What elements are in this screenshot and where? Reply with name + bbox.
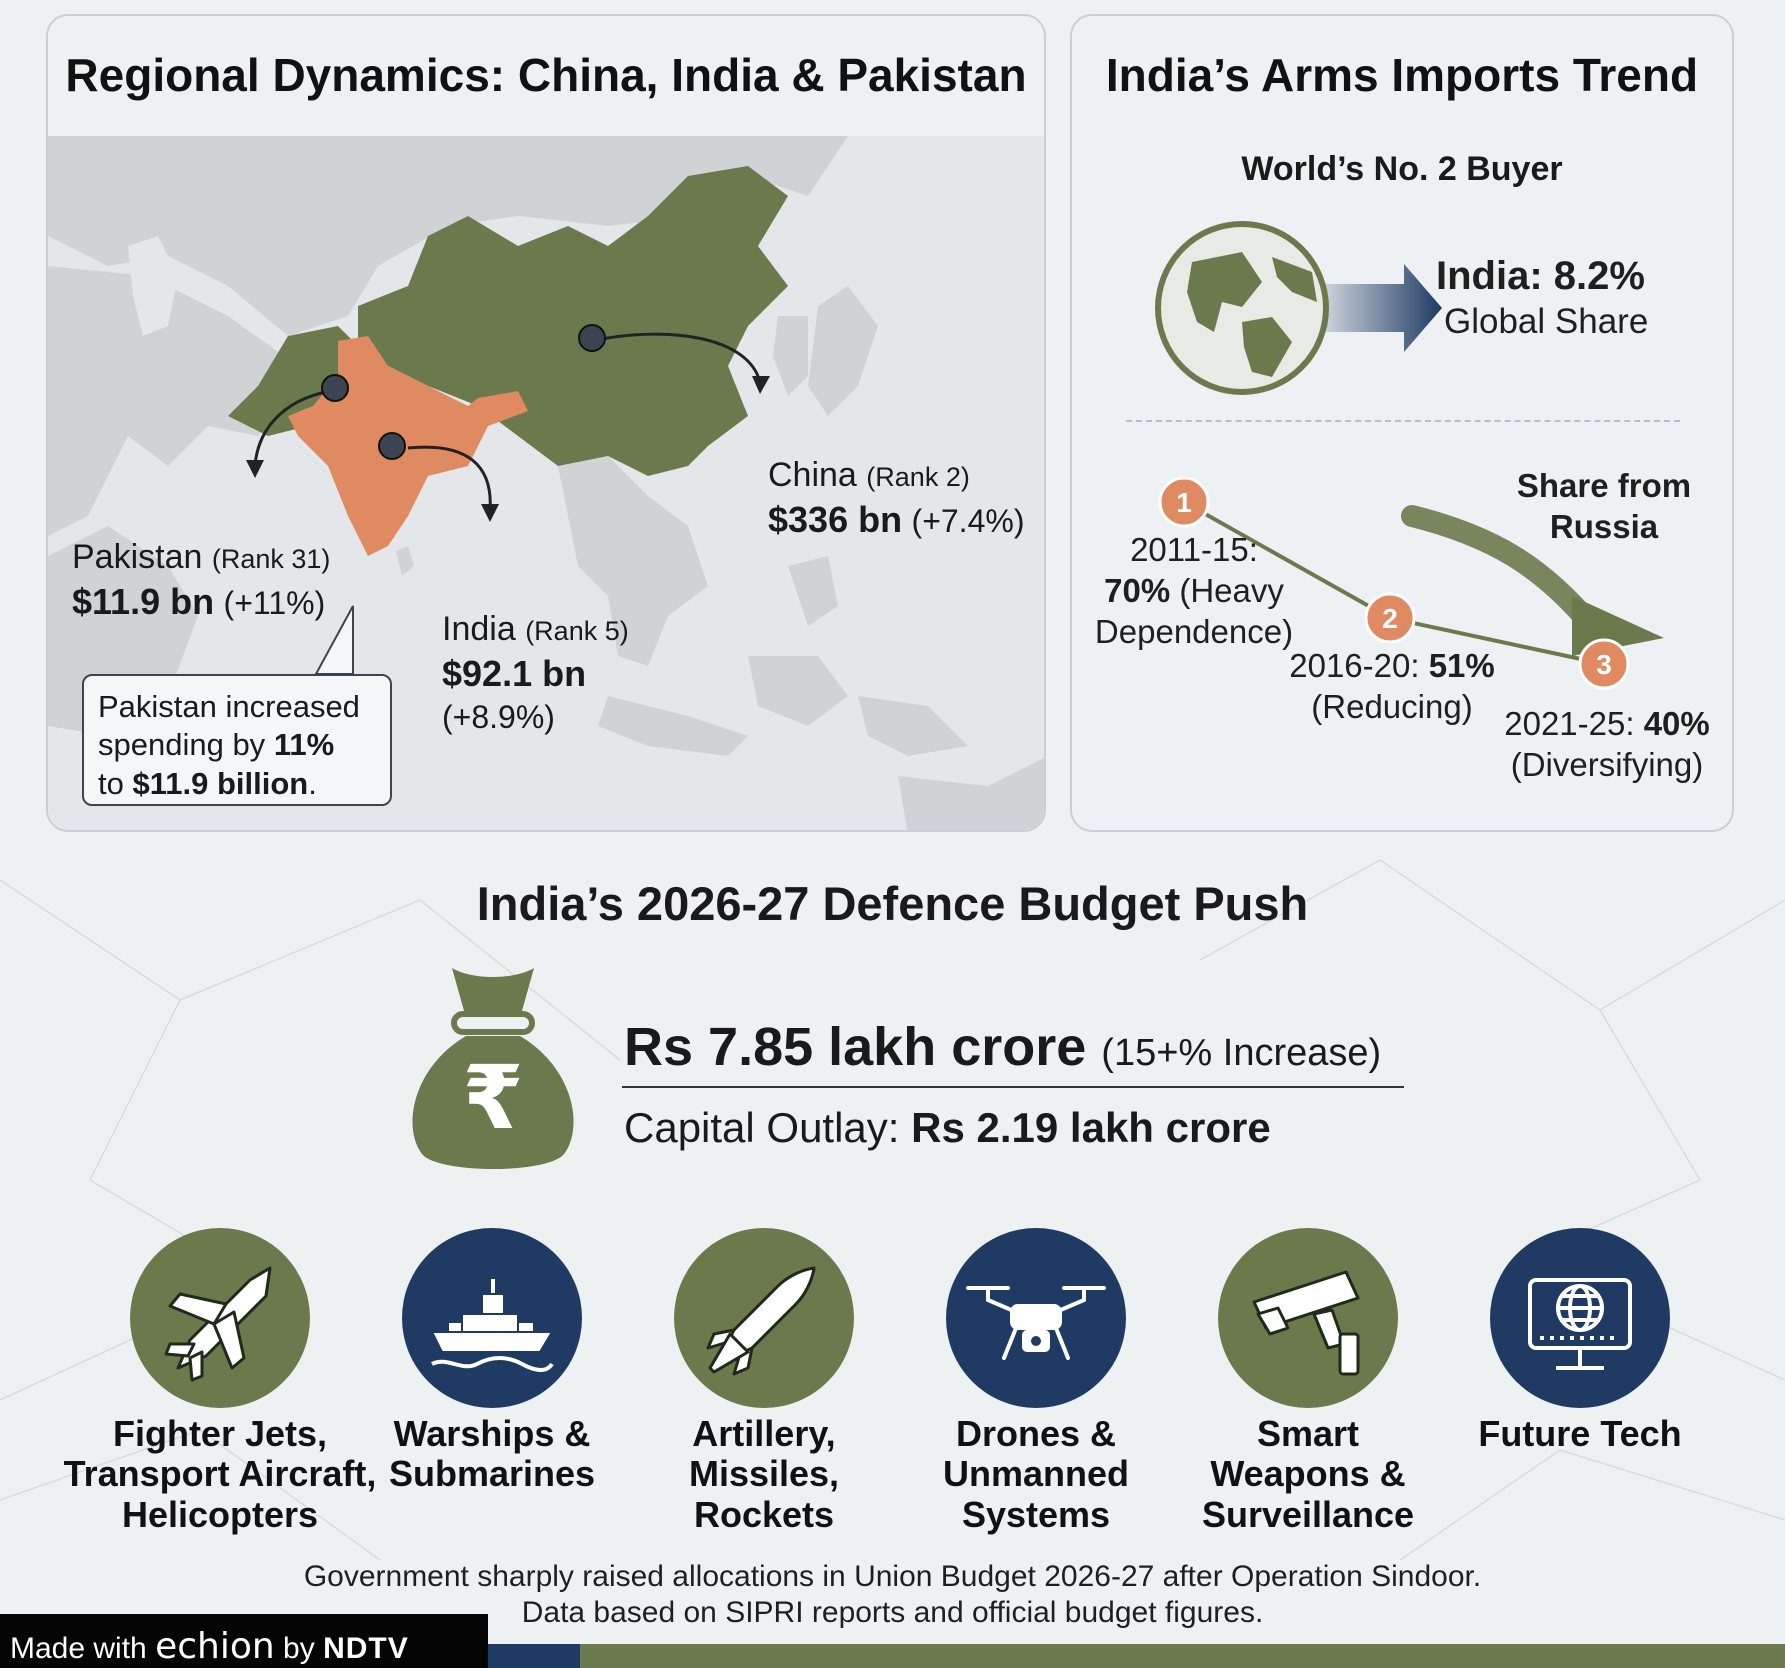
capital-outlay: Capital Outlay: Rs 2.19 lakh crore: [624, 1104, 1271, 1151]
made-with-badge[interactable]: Made with echion by NDTV: [0, 1614, 488, 1668]
global-share-value: India: 8.2%: [1436, 254, 1645, 298]
section-divider: [1126, 420, 1680, 422]
category-label-future-tech: Future Tech: [1478, 1413, 1682, 1454]
missile-icon: [706, 1266, 816, 1376]
china-label: China (Rank 2) $336 bn (+7.4%): [768, 454, 1024, 542]
footnote-line-1: Government sharply raised allocations in…: [303, 1560, 1482, 1593]
china-change: (+7.4%): [911, 502, 1025, 539]
india-label: India (Rank 5) $92.1 bn (+8.9%): [442, 608, 629, 739]
pakistan-name: Pakistan: [72, 538, 203, 576]
warship-icon: [430, 1277, 554, 1372]
china-rank: (Rank 2): [866, 462, 970, 492]
world-buyer-subtitle: World’s No. 2 Buyer: [1241, 150, 1563, 188]
pakistan-change: (+11%): [223, 584, 326, 621]
category-warships: [402, 1228, 582, 1408]
category-drones: [946, 1228, 1126, 1408]
step-1-number: 1: [1176, 487, 1192, 518]
category-future-tech: [1490, 1228, 1670, 1408]
india-rank: (Rank 5): [525, 616, 629, 646]
map-graphic: [48, 136, 1044, 830]
india-name: India: [442, 610, 516, 648]
category-label-warships: Warships & Submarines: [388, 1413, 596, 1495]
russia-share-trend-line: 1 2 3: [1158, 476, 1664, 690]
callout-amount: $11.9 billion: [132, 765, 309, 801]
capital-outlay-value: Rs 2.19 lakh crore: [911, 1104, 1271, 1151]
china-amount: $336 bn: [768, 498, 903, 540]
asia-map: China (Rank 2) $336 bn (+7.4%) Pakistan …: [48, 136, 1044, 830]
category-label-missiles: Artillery, Missiles, Rockets: [688, 1413, 840, 1535]
china-name: China: [768, 456, 857, 494]
drone-icon: [966, 1286, 1106, 1360]
step-1-text: 2011-15: 70% (Heavy Dependence): [1094, 531, 1294, 650]
category-surveillance: [1218, 1228, 1398, 1408]
echion-logo: echion: [155, 1626, 275, 1667]
india-amount: $92.1 bn: [442, 652, 587, 694]
step-2-number: 2: [1382, 603, 1398, 634]
category-label-fighter-jets: Fighter Jets, Transport Aircraft, Helicopt…: [63, 1413, 377, 1535]
pakistan-rank: (Rank 31): [211, 544, 331, 574]
footnote-line-2: Data based on SIPRI reports and official…: [521, 1596, 1264, 1629]
rupee-symbol: ₹: [462, 1046, 523, 1149]
regional-panel-title: Regional Dynamics: China, India & Pakist…: [65, 49, 1027, 101]
globe-icon: [1155, 221, 1442, 395]
fighter-jet-icon: [164, 1266, 272, 1382]
made-with-text: Made with: [10, 1632, 147, 1665]
step-2-text: 2016-20: 51% (Reducing): [1289, 647, 1495, 725]
amount-divider: [622, 1086, 1404, 1088]
category-label-drones: Drones & Unmanned Systems: [942, 1413, 1129, 1535]
pakistan-callout: Pakistan increased spending by 11% to $1…: [82, 674, 392, 806]
callout-line-1: Pakistan increased: [98, 689, 360, 724]
category-fighter-jets: [130, 1228, 310, 1408]
ndtv-logo: NDTV: [323, 1632, 409, 1665]
regional-dynamics-panel: Regional Dynamics: China, India & Pakist…: [46, 14, 1046, 832]
arms-imports-panel: India’s Arms Imports Trend World’s No. 2…: [1070, 14, 1734, 832]
step-3-text: 2021-25: 40% (Diversifying): [1504, 705, 1710, 783]
pakistan-label: Pakistan (Rank 31) $11.9 bn (+11%): [72, 536, 330, 624]
money-bag-icon: ₹: [412, 968, 574, 1169]
global-share-label: Global Share: [1444, 302, 1649, 341]
budget-amount: Rs 7.85 lakh crore (15+% Increase): [624, 1017, 1382, 1077]
trend-panel-title: India’s Arms Imports Trend: [1105, 49, 1699, 101]
surveillance-camera-icon: [1252, 1270, 1360, 1376]
russia-share-label: Share from Russia: [1516, 467, 1692, 545]
step-3-number: 3: [1596, 649, 1612, 680]
india-change: (+8.9%): [442, 699, 555, 735]
category-label-surveillance: Smart Weapons & Surveillance: [1201, 1413, 1415, 1535]
budget-title: India’s 2026-27 Defence Budget Push: [476, 877, 1309, 930]
pakistan-amount: $11.9 bn: [72, 580, 215, 622]
globe-monitor-icon: [1528, 1278, 1632, 1370]
category-missiles: [674, 1228, 854, 1408]
budget-increase: (15+% Increase): [1101, 1032, 1382, 1074]
callout-percent: 11%: [273, 727, 335, 763]
